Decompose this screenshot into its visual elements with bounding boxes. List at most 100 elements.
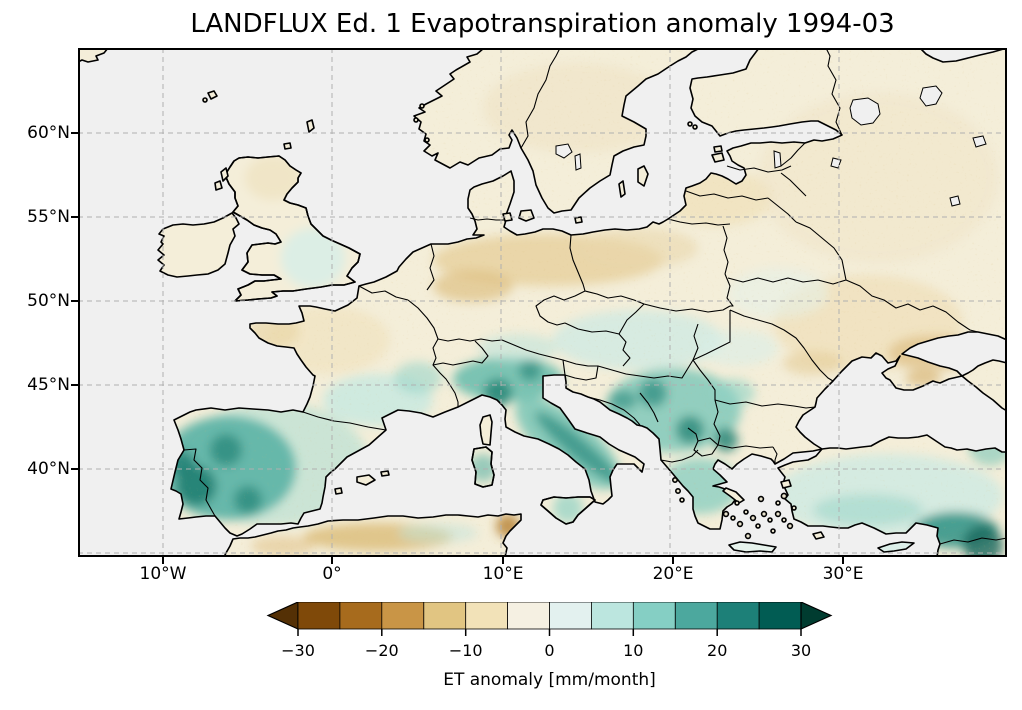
crete xyxy=(728,541,777,553)
colorbar-tick: 10 xyxy=(623,641,643,660)
border-estonia-russia xyxy=(780,142,806,167)
colorbar-segment xyxy=(297,601,341,630)
map-axes xyxy=(78,48,1007,557)
lon-tick-label-10e: 10°E xyxy=(482,564,524,584)
lat-tick-label-45n: 45°N xyxy=(27,375,70,395)
funen xyxy=(502,212,513,222)
figure-title: LANDFLUX Ed. 1 Evapotranspiration anomal… xyxy=(190,9,895,39)
ibiza xyxy=(334,487,343,495)
border-romania-hungary-serbia xyxy=(692,323,716,400)
border-estonia-latvia xyxy=(726,165,792,173)
gotland xyxy=(637,165,649,187)
lat-tick-mark xyxy=(71,384,78,386)
lon-tick-mark xyxy=(672,557,674,564)
mallorca xyxy=(356,474,376,486)
colorbar-extend-left xyxy=(266,601,299,630)
border-latvia-russia xyxy=(780,172,807,197)
border-poland-slovakia-ukraine xyxy=(643,303,731,313)
border-netherlands-germany xyxy=(426,243,435,291)
colorbar-tick: −20 xyxy=(365,641,399,660)
faroe-islands xyxy=(207,90,218,100)
lon-tick-mark xyxy=(331,557,333,564)
graticule xyxy=(78,48,1007,557)
lon-tick-label-20e: 20°E xyxy=(652,564,694,584)
cyprus xyxy=(877,541,915,553)
border-austria-hungary xyxy=(618,333,631,367)
lake-peipus xyxy=(773,150,782,169)
border-serbia-bulgaria xyxy=(713,399,721,446)
border-slovenia-croatia xyxy=(564,365,599,381)
colorbar-tick: −10 xyxy=(449,641,483,660)
lake-ladoga xyxy=(849,97,881,126)
border-ukraine-romania-moldova xyxy=(729,309,834,382)
border-spain-france xyxy=(302,411,387,431)
bornholm xyxy=(574,216,583,224)
colorbar-tick: 0 xyxy=(544,641,554,660)
border-croatia-bosnia xyxy=(587,396,641,426)
lon-tick-label-10w: 10°W xyxy=(139,564,187,584)
border-macedonia-serbia xyxy=(697,437,719,446)
border-france-belgium-germany xyxy=(358,285,409,301)
ireland xyxy=(157,212,240,278)
colorbar-segment xyxy=(381,601,425,630)
lon-tick-mark xyxy=(162,557,164,564)
border-switzerland-germany-austria xyxy=(437,338,503,342)
lat-tick-mark xyxy=(71,216,78,218)
shetland xyxy=(306,119,315,133)
border-germany-poland xyxy=(569,234,586,292)
lake-vattern xyxy=(574,153,582,171)
colorbar-segment xyxy=(716,601,760,630)
islands-layer xyxy=(78,48,915,553)
border-germany-denmark xyxy=(469,217,504,221)
colorbar-segment xyxy=(758,601,802,630)
colorbar: −30 −20 −10 0 10 20 30 ET anomaly [mm/mo… xyxy=(248,601,851,706)
colorbar-tick-labels: −30 −20 −10 0 10 20 30 xyxy=(281,641,811,660)
zealand xyxy=(518,209,535,222)
lon-tick-label-30e: 30°E xyxy=(822,564,864,584)
lake-beloye xyxy=(972,135,987,148)
colorbar-axis-label: ET anomaly [mm/month] xyxy=(443,670,656,690)
lon-tick-label-0: 0° xyxy=(322,564,342,584)
border-belarus-russia xyxy=(795,221,847,281)
border-lithuania-belarus xyxy=(767,197,797,223)
lat-tick-label-50n: 50°N xyxy=(27,291,70,311)
border-hungary-ukraine xyxy=(692,310,731,361)
hiiumaa xyxy=(713,145,723,153)
border-norway-sweden xyxy=(520,48,561,149)
sea-of-azov xyxy=(901,331,1007,377)
border-switzerland-italy xyxy=(432,340,489,366)
lesbos xyxy=(780,479,792,489)
border-belarus-ukraine xyxy=(727,277,847,285)
lat-tick-label-40n: 40°N xyxy=(27,459,70,479)
border-latvia-lithuania xyxy=(685,190,769,201)
border-poland-belarus xyxy=(722,225,729,275)
lat-tick-label-55n: 55°N xyxy=(27,207,70,227)
axes-frame xyxy=(78,48,1007,557)
black-sea xyxy=(795,352,1007,453)
lake-onega xyxy=(919,85,943,107)
border-turkey-syria-iraq xyxy=(939,537,1007,545)
border-czechia-poland xyxy=(584,290,645,305)
colorbar-segment xyxy=(507,601,551,630)
colorbar-tick-marks xyxy=(297,629,802,636)
great-britain-anomaly xyxy=(245,156,345,288)
border-greece-turkey xyxy=(772,446,778,464)
aegean-island-specks xyxy=(202,97,797,540)
lake-rybinsk xyxy=(949,195,961,207)
colorbar-segment xyxy=(465,601,509,630)
border-poland-ukraine xyxy=(724,273,734,307)
colorbar-segment xyxy=(549,601,592,630)
corsica xyxy=(479,414,493,446)
border-finland-russia xyxy=(825,48,843,136)
colorbar-segment xyxy=(674,601,718,630)
lat-tick-label-60n: 60°N xyxy=(27,123,70,143)
colorbar-segment xyxy=(339,601,383,630)
oland xyxy=(618,180,626,198)
lon-tick-mark xyxy=(842,557,844,564)
country-borders xyxy=(183,48,1007,545)
colorbar-tick: 30 xyxy=(791,641,811,660)
lake-vanern xyxy=(555,143,573,159)
border-albania-macedonia xyxy=(660,449,699,463)
lat-tick-mark xyxy=(71,132,78,134)
